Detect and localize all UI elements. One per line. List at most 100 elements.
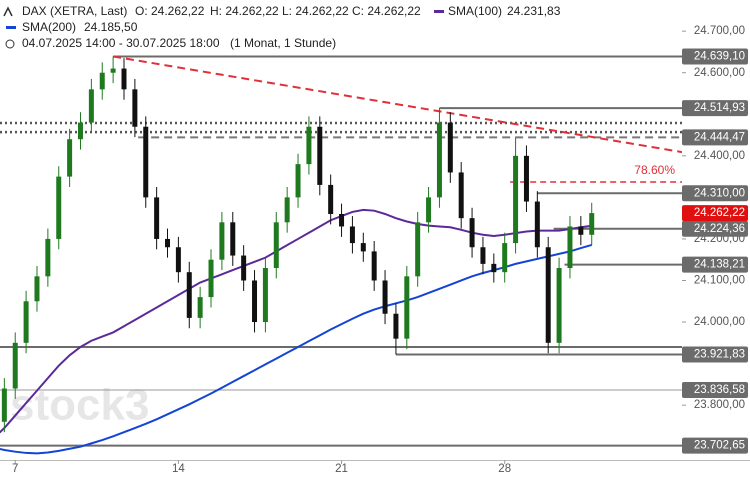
last-price-label: 24.262,22 [694,207,745,219]
watermark: stock3 [10,381,149,430]
level-label: 23.836,58 [694,384,745,396]
y-tick-label: 24.600,00 [694,67,745,79]
candle-body [545,247,551,343]
candle-body [56,176,62,239]
candle-body [230,222,236,256]
collapse-icon[interactable] [3,6,13,17]
level-label-box [682,185,748,202]
x-tick-label: 21 [335,463,348,475]
candle-body [219,222,225,260]
fib-label: 78.60% [634,163,675,177]
candle-body [469,218,475,248]
candle-body [45,238,51,277]
legend-name: SMA(100) [448,4,502,18]
candle-body [349,226,355,244]
y-tick-label: 24.700,00 [694,25,745,37]
trendline [112,55,682,154]
level-label: 24.514,93 [694,102,745,114]
level-label: 23.921,83 [694,349,745,361]
level-label-box [682,220,748,237]
candle-body [426,197,432,223]
candle-body [241,255,247,281]
period: 04.07.2025 14:00 - 30.07.2025 18:00 [22,36,220,50]
interval: (1 Monat, 1 Stunde) [230,36,336,50]
level-label-box [682,100,748,117]
legend-swatch [434,10,444,13]
candle-body [534,201,540,248]
last-price-box [682,205,748,222]
candle-body [578,226,584,235]
ohlc-field: L: 24.262,22 [282,4,349,18]
sma-line [0,243,592,455]
candle-body [556,268,562,343]
candle-body [197,297,203,318]
candle-body [415,222,421,277]
y-tick-label: 23.800,00 [694,399,745,411]
level-label-box [682,346,748,363]
candle-body [458,172,464,219]
plot-area: 78.60% [0,55,682,455]
instrument: DAX (XETRA, Last) [22,4,127,18]
candle-body [165,238,171,248]
candle-body [393,313,399,339]
candle-body [447,122,453,173]
ohlc-field: O: 24.262,22 [135,4,205,18]
legend-value: 24.185,50 [84,20,138,34]
y-tick-label: 24.100,00 [694,275,745,287]
candle-body [67,139,73,177]
candle-body [1,388,7,422]
axes: 24.700,0024.600,0024.400,0024.200,0024.1… [12,25,748,475]
candle-body [513,155,519,244]
sma-line [0,208,592,434]
x-tick-label: 28 [498,463,511,475]
candle-body [360,243,366,252]
candle-body [567,226,573,269]
ohlc-field: H: 24.262,22 [210,4,279,18]
candle-body [371,251,377,281]
legend-value: 24.231,83 [507,4,561,18]
candle-body [589,213,595,235]
candle-body [382,280,388,314]
header: DAX (XETRA, Last) O: 24.262,22 H: 24.262… [3,4,561,50]
candle-body [306,126,312,165]
level-label-box [682,437,748,454]
candle-body [262,268,268,323]
candle-body [154,197,160,239]
candle-body [491,263,497,273]
level-label-box [682,381,748,398]
x-tick-label: 7 [12,463,18,475]
candle-body [175,247,181,273]
candle-body [99,72,105,90]
candle-body [317,126,323,185]
clock-icon [5,39,15,49]
y-tick-label: 24.000,00 [694,316,745,328]
candle-body [121,68,127,90]
level-label-box [682,256,748,273]
x-tick-label: 14 [172,463,185,475]
level-label: 24.138,21 [694,259,745,271]
level-label: 23.702,65 [694,440,745,452]
candle-body [273,222,279,269]
level-label: 24.310,00 [694,187,745,199]
level-label-box [682,129,748,146]
candle-body [77,122,83,140]
candle-body [186,272,192,318]
candle-body [12,342,18,389]
candle-body [480,247,486,264]
level-label: 24.639,10 [694,51,745,63]
ohlc-field: C: 24.262,22 [352,4,421,18]
level-label-box [682,48,748,65]
candle-body [339,214,345,227]
candle-body [23,301,29,343]
level-label: 24.444,47 [694,131,745,143]
candle-body [208,259,214,298]
y-tick-label: 24.400,00 [694,150,745,162]
candle-body [295,164,301,198]
candle-body [328,184,334,215]
candle-body [252,280,258,323]
level-label: 24.224,36 [694,223,745,235]
candle-body [404,276,410,339]
candle-body [143,126,149,198]
candle-body [284,197,290,223]
